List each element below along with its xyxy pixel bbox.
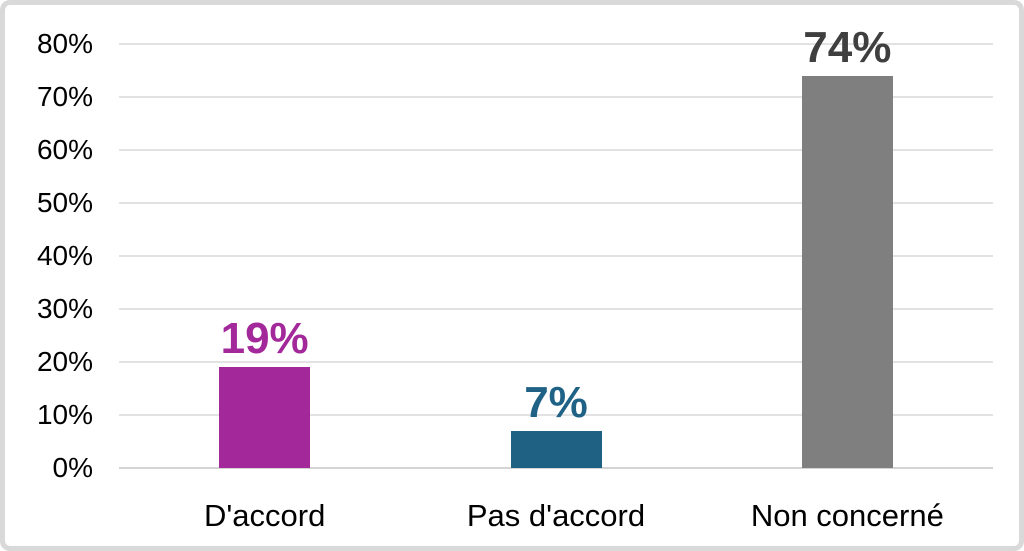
x-category-label: D'accord — [203, 498, 326, 533]
bar — [510, 430, 602, 468]
y-tick-label: 60% — [36, 134, 93, 165]
y-tick-label: 70% — [36, 81, 93, 112]
y-tick-label: 50% — [36, 187, 93, 218]
gridline — [119, 149, 993, 151]
y-tick-label: 20% — [36, 346, 93, 377]
y-tick-label: 30% — [36, 293, 93, 324]
x-axis-line — [119, 467, 993, 469]
gridline — [119, 43, 993, 45]
bar — [219, 367, 311, 468]
y-tick-label: 40% — [36, 240, 93, 271]
gridline — [119, 414, 993, 416]
x-category-label: Non concerné — [750, 498, 944, 533]
bar-chart: 0% 10% 20% 30% 40% 50% 60% 70% 80% 19% 7% 74% D'ac… — [5, 5, 1019, 546]
y-tick-label: 10% — [36, 399, 93, 430]
bar — [801, 75, 893, 468]
gridline — [119, 361, 993, 363]
y-tick-label: 0% — [52, 452, 93, 483]
x-category-label: Pas d'accord — [466, 498, 646, 533]
y-tick-label: 80% — [36, 28, 93, 59]
bar-value-label: 19% — [220, 314, 309, 364]
bar-value-label: 7% — [524, 377, 588, 427]
gridline — [119, 255, 993, 257]
gridline — [119, 202, 993, 204]
gridline — [119, 308, 993, 310]
gridline — [119, 96, 993, 98]
bar-value-label: 74% — [803, 22, 892, 72]
